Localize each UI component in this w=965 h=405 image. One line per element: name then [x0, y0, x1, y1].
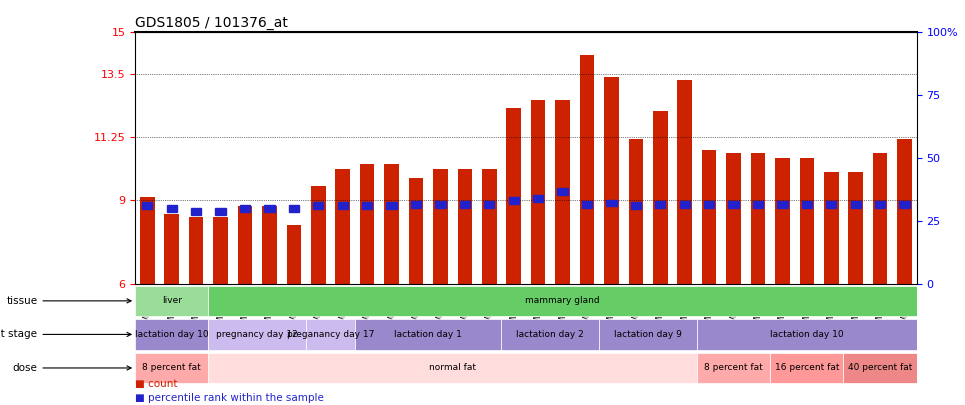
Bar: [215, 208, 226, 215]
Bar: [289, 205, 299, 212]
Bar: [435, 201, 446, 208]
FancyBboxPatch shape: [355, 319, 502, 350]
Bar: [338, 202, 347, 209]
Bar: [679, 201, 690, 208]
Bar: [311, 186, 325, 284]
Bar: [142, 202, 152, 209]
Bar: [484, 201, 494, 208]
Bar: [140, 197, 154, 284]
Bar: [875, 201, 885, 208]
Bar: [191, 208, 202, 215]
Bar: [533, 196, 543, 202]
Bar: [189, 217, 204, 284]
Bar: [264, 205, 275, 212]
Bar: [677, 80, 692, 284]
Text: development stage: development stage: [0, 329, 131, 339]
Bar: [287, 225, 301, 284]
FancyBboxPatch shape: [599, 319, 697, 350]
FancyBboxPatch shape: [208, 286, 917, 316]
Bar: [897, 139, 912, 284]
Bar: [727, 153, 741, 284]
Bar: [314, 202, 323, 209]
Bar: [872, 153, 888, 284]
Bar: [386, 202, 397, 209]
FancyBboxPatch shape: [843, 353, 917, 383]
Bar: [457, 169, 472, 284]
Bar: [237, 206, 253, 284]
Bar: [848, 172, 863, 284]
Bar: [411, 201, 421, 208]
FancyBboxPatch shape: [208, 353, 697, 383]
Bar: [653, 111, 668, 284]
Bar: [164, 214, 179, 284]
Bar: [604, 77, 619, 284]
Text: lactation day 9: lactation day 9: [614, 330, 682, 339]
Bar: [729, 201, 738, 208]
Bar: [409, 178, 424, 284]
Bar: [384, 164, 399, 284]
FancyBboxPatch shape: [502, 319, 599, 350]
Text: tissue: tissue: [6, 296, 131, 306]
Text: pregnancy day 12: pregnancy day 12: [216, 330, 298, 339]
Bar: [509, 197, 519, 204]
Text: lactation day 2: lactation day 2: [516, 330, 584, 339]
Text: liver: liver: [162, 296, 181, 305]
Bar: [753, 201, 763, 208]
Bar: [631, 202, 641, 209]
Text: dose: dose: [13, 363, 131, 373]
FancyBboxPatch shape: [135, 353, 208, 383]
Bar: [850, 201, 861, 208]
Text: ■ percentile rank within the sample: ■ percentile rank within the sample: [135, 393, 324, 403]
Bar: [459, 201, 470, 208]
Text: preganancy day 17: preganancy day 17: [287, 330, 374, 339]
Bar: [655, 201, 666, 208]
Bar: [899, 201, 910, 208]
Bar: [360, 164, 374, 284]
Bar: [826, 201, 837, 208]
Bar: [213, 217, 228, 284]
Bar: [167, 205, 177, 212]
Text: 40 percent fat: 40 percent fat: [848, 363, 912, 373]
Bar: [433, 169, 448, 284]
Text: GDS1805 / 101376_at: GDS1805 / 101376_at: [135, 16, 288, 30]
Text: 8 percent fat: 8 percent fat: [704, 363, 763, 373]
Text: lactation day 10: lactation day 10: [770, 330, 843, 339]
Bar: [555, 100, 570, 284]
Bar: [558, 188, 567, 195]
Text: normal fat: normal fat: [429, 363, 476, 373]
Bar: [799, 158, 814, 284]
Bar: [628, 139, 643, 284]
FancyBboxPatch shape: [697, 319, 917, 350]
FancyBboxPatch shape: [697, 353, 770, 383]
Text: ■ count: ■ count: [135, 379, 178, 389]
Bar: [704, 201, 714, 208]
Bar: [606, 200, 617, 206]
Bar: [702, 150, 716, 284]
Bar: [531, 100, 545, 284]
FancyBboxPatch shape: [208, 319, 306, 350]
Bar: [775, 158, 789, 284]
Bar: [336, 169, 350, 284]
Bar: [482, 169, 497, 284]
Bar: [582, 201, 593, 208]
Bar: [262, 206, 277, 284]
FancyBboxPatch shape: [135, 286, 208, 316]
Bar: [777, 201, 787, 208]
FancyBboxPatch shape: [770, 353, 843, 383]
FancyBboxPatch shape: [135, 319, 208, 350]
Text: mammary gland: mammary gland: [525, 296, 600, 305]
Bar: [751, 153, 765, 284]
Bar: [824, 172, 839, 284]
Text: lactation day 1: lactation day 1: [395, 330, 462, 339]
Bar: [802, 201, 812, 208]
Text: lactation day 10: lactation day 10: [135, 330, 208, 339]
Bar: [362, 202, 372, 209]
Bar: [507, 108, 521, 284]
Text: 8 percent fat: 8 percent fat: [143, 363, 201, 373]
Bar: [240, 205, 250, 212]
Text: 16 percent fat: 16 percent fat: [775, 363, 840, 373]
FancyBboxPatch shape: [306, 319, 355, 350]
Bar: [580, 55, 594, 284]
